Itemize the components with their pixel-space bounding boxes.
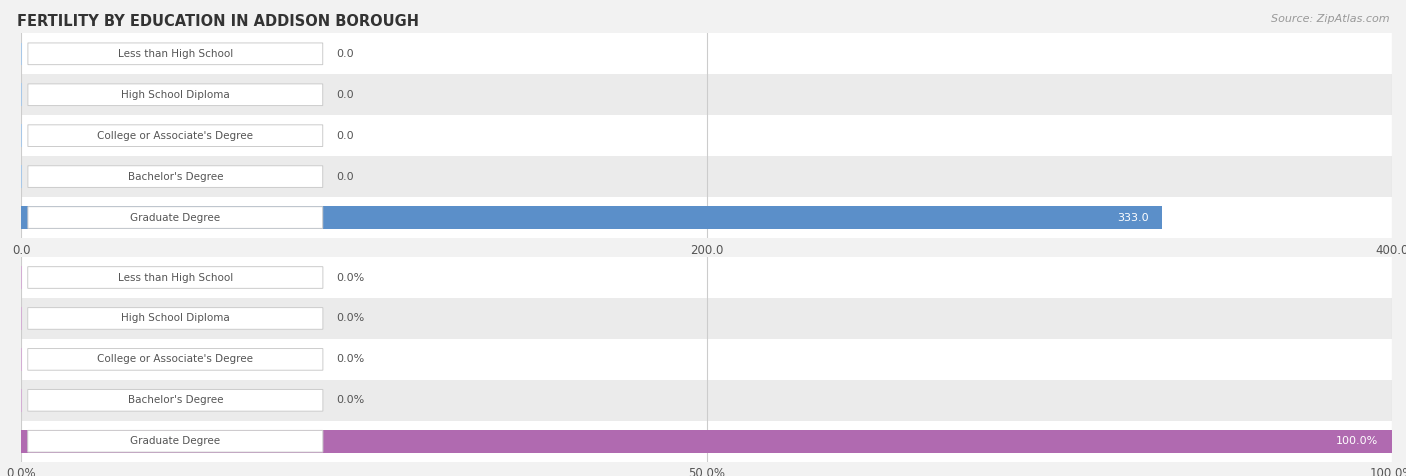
Text: 0.0%: 0.0% bbox=[336, 313, 364, 324]
Bar bbox=[21, 74, 1392, 115]
FancyBboxPatch shape bbox=[28, 166, 323, 188]
Text: College or Associate's Degree: College or Associate's Degree bbox=[97, 354, 253, 365]
Text: 0.0%: 0.0% bbox=[336, 272, 364, 283]
FancyBboxPatch shape bbox=[28, 43, 323, 65]
Bar bbox=[21, 206, 1163, 229]
Text: College or Associate's Degree: College or Associate's Degree bbox=[97, 130, 253, 141]
Text: Bachelor's Degree: Bachelor's Degree bbox=[128, 171, 224, 182]
Text: Graduate Degree: Graduate Degree bbox=[131, 212, 221, 223]
Bar bbox=[21, 380, 1392, 421]
FancyBboxPatch shape bbox=[28, 389, 323, 411]
Bar bbox=[21, 298, 1392, 339]
FancyBboxPatch shape bbox=[28, 430, 323, 452]
FancyBboxPatch shape bbox=[28, 207, 323, 228]
Text: 333.0: 333.0 bbox=[1116, 212, 1149, 223]
Bar bbox=[21, 257, 1392, 298]
Text: Less than High School: Less than High School bbox=[118, 49, 233, 59]
Text: FERTILITY BY EDUCATION IN ADDISON BOROUGH: FERTILITY BY EDUCATION IN ADDISON BOROUG… bbox=[17, 14, 419, 30]
FancyBboxPatch shape bbox=[28, 348, 323, 370]
Text: 0.0: 0.0 bbox=[336, 49, 354, 59]
Bar bbox=[21, 430, 1392, 453]
Bar bbox=[21, 421, 1392, 462]
Text: Less than High School: Less than High School bbox=[118, 272, 233, 283]
Text: 0.0%: 0.0% bbox=[336, 395, 364, 406]
Text: 0.0: 0.0 bbox=[336, 89, 354, 100]
FancyBboxPatch shape bbox=[28, 84, 323, 106]
FancyBboxPatch shape bbox=[28, 307, 323, 329]
Text: Source: ZipAtlas.com: Source: ZipAtlas.com bbox=[1271, 14, 1389, 24]
Text: Graduate Degree: Graduate Degree bbox=[131, 436, 221, 446]
Text: High School Diploma: High School Diploma bbox=[121, 313, 229, 324]
FancyBboxPatch shape bbox=[28, 125, 323, 147]
Bar bbox=[21, 197, 1392, 238]
Text: 0.0: 0.0 bbox=[336, 130, 354, 141]
Bar bbox=[21, 156, 1392, 197]
Text: High School Diploma: High School Diploma bbox=[121, 89, 229, 100]
Bar bbox=[21, 115, 1392, 156]
FancyBboxPatch shape bbox=[28, 267, 323, 288]
Text: 0.0: 0.0 bbox=[336, 171, 354, 182]
Text: 100.0%: 100.0% bbox=[1336, 436, 1378, 446]
Text: 0.0%: 0.0% bbox=[336, 354, 364, 365]
Text: Bachelor's Degree: Bachelor's Degree bbox=[128, 395, 224, 406]
Bar bbox=[21, 339, 1392, 380]
Bar bbox=[21, 33, 1392, 74]
